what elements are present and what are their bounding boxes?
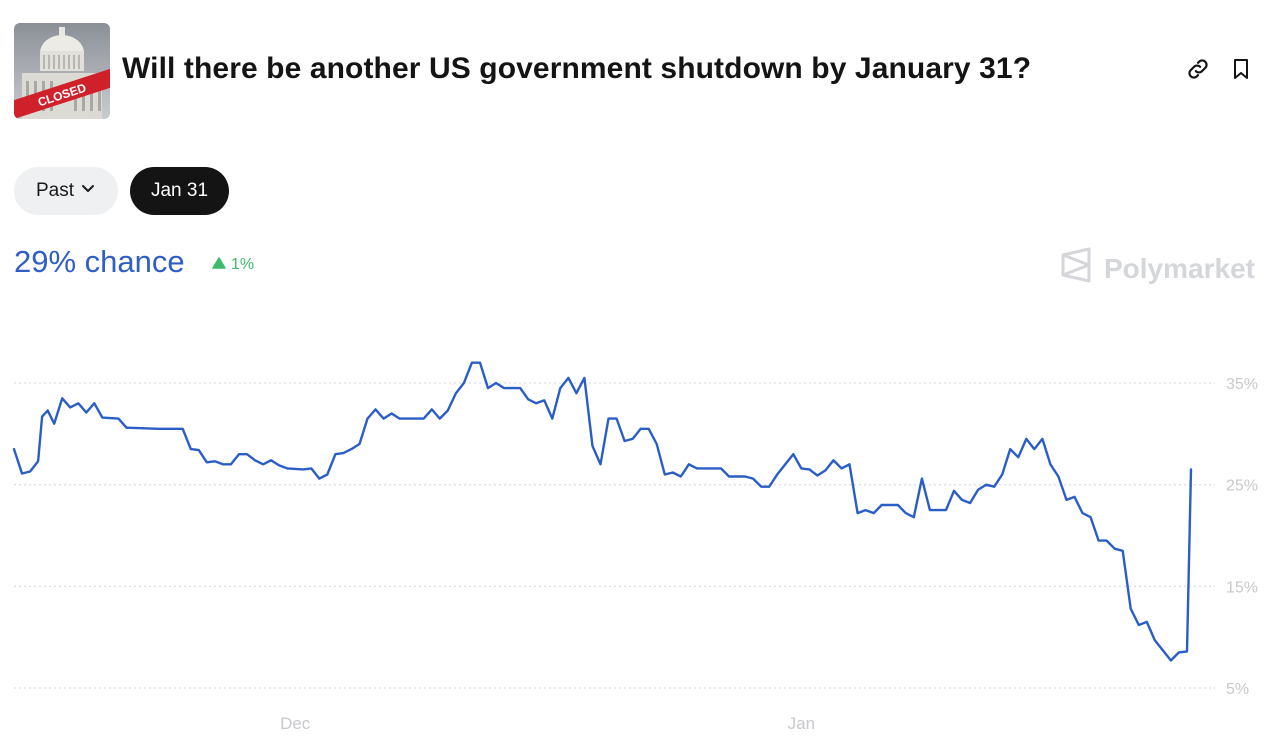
market-title: Will there be another US government shut… bbox=[122, 52, 1032, 85]
brand-name: Polymarket bbox=[1104, 252, 1255, 284]
link-icon bbox=[1185, 56, 1211, 87]
change-indicator: 1% bbox=[212, 255, 254, 275]
chance-value: 29% chance bbox=[14, 244, 185, 279]
series-line bbox=[12, 361, 1193, 662]
y-tick-label: 5% bbox=[1226, 681, 1249, 698]
y-tick-label: 25% bbox=[1226, 478, 1258, 495]
polymarket-logo-icon bbox=[1060, 247, 1092, 290]
change-value: 1% bbox=[231, 256, 255, 273]
y-tick-label: 15% bbox=[1226, 579, 1258, 596]
x-tick-label: Dec bbox=[280, 714, 311, 733]
copy-link-button[interactable] bbox=[1183, 56, 1213, 86]
past-dropdown[interactable]: Past bbox=[14, 167, 118, 215]
date-tab-label: Jan 31 bbox=[150, 180, 209, 201]
triangle-up-icon bbox=[212, 255, 226, 275]
past-label: Past bbox=[35, 180, 75, 201]
bookmark-icon bbox=[1229, 56, 1253, 87]
chevron-down-icon bbox=[80, 180, 96, 202]
polymarket-logo: Polymarket bbox=[1060, 247, 1255, 290]
x-tick-label: Jan bbox=[788, 714, 815, 733]
bookmark-button[interactable] bbox=[1226, 56, 1256, 86]
date-tab-jan-31[interactable]: Jan 31 bbox=[130, 167, 229, 215]
y-tick-label: 35% bbox=[1226, 376, 1258, 393]
market-thumbnail: CLOSED bbox=[14, 23, 110, 119]
